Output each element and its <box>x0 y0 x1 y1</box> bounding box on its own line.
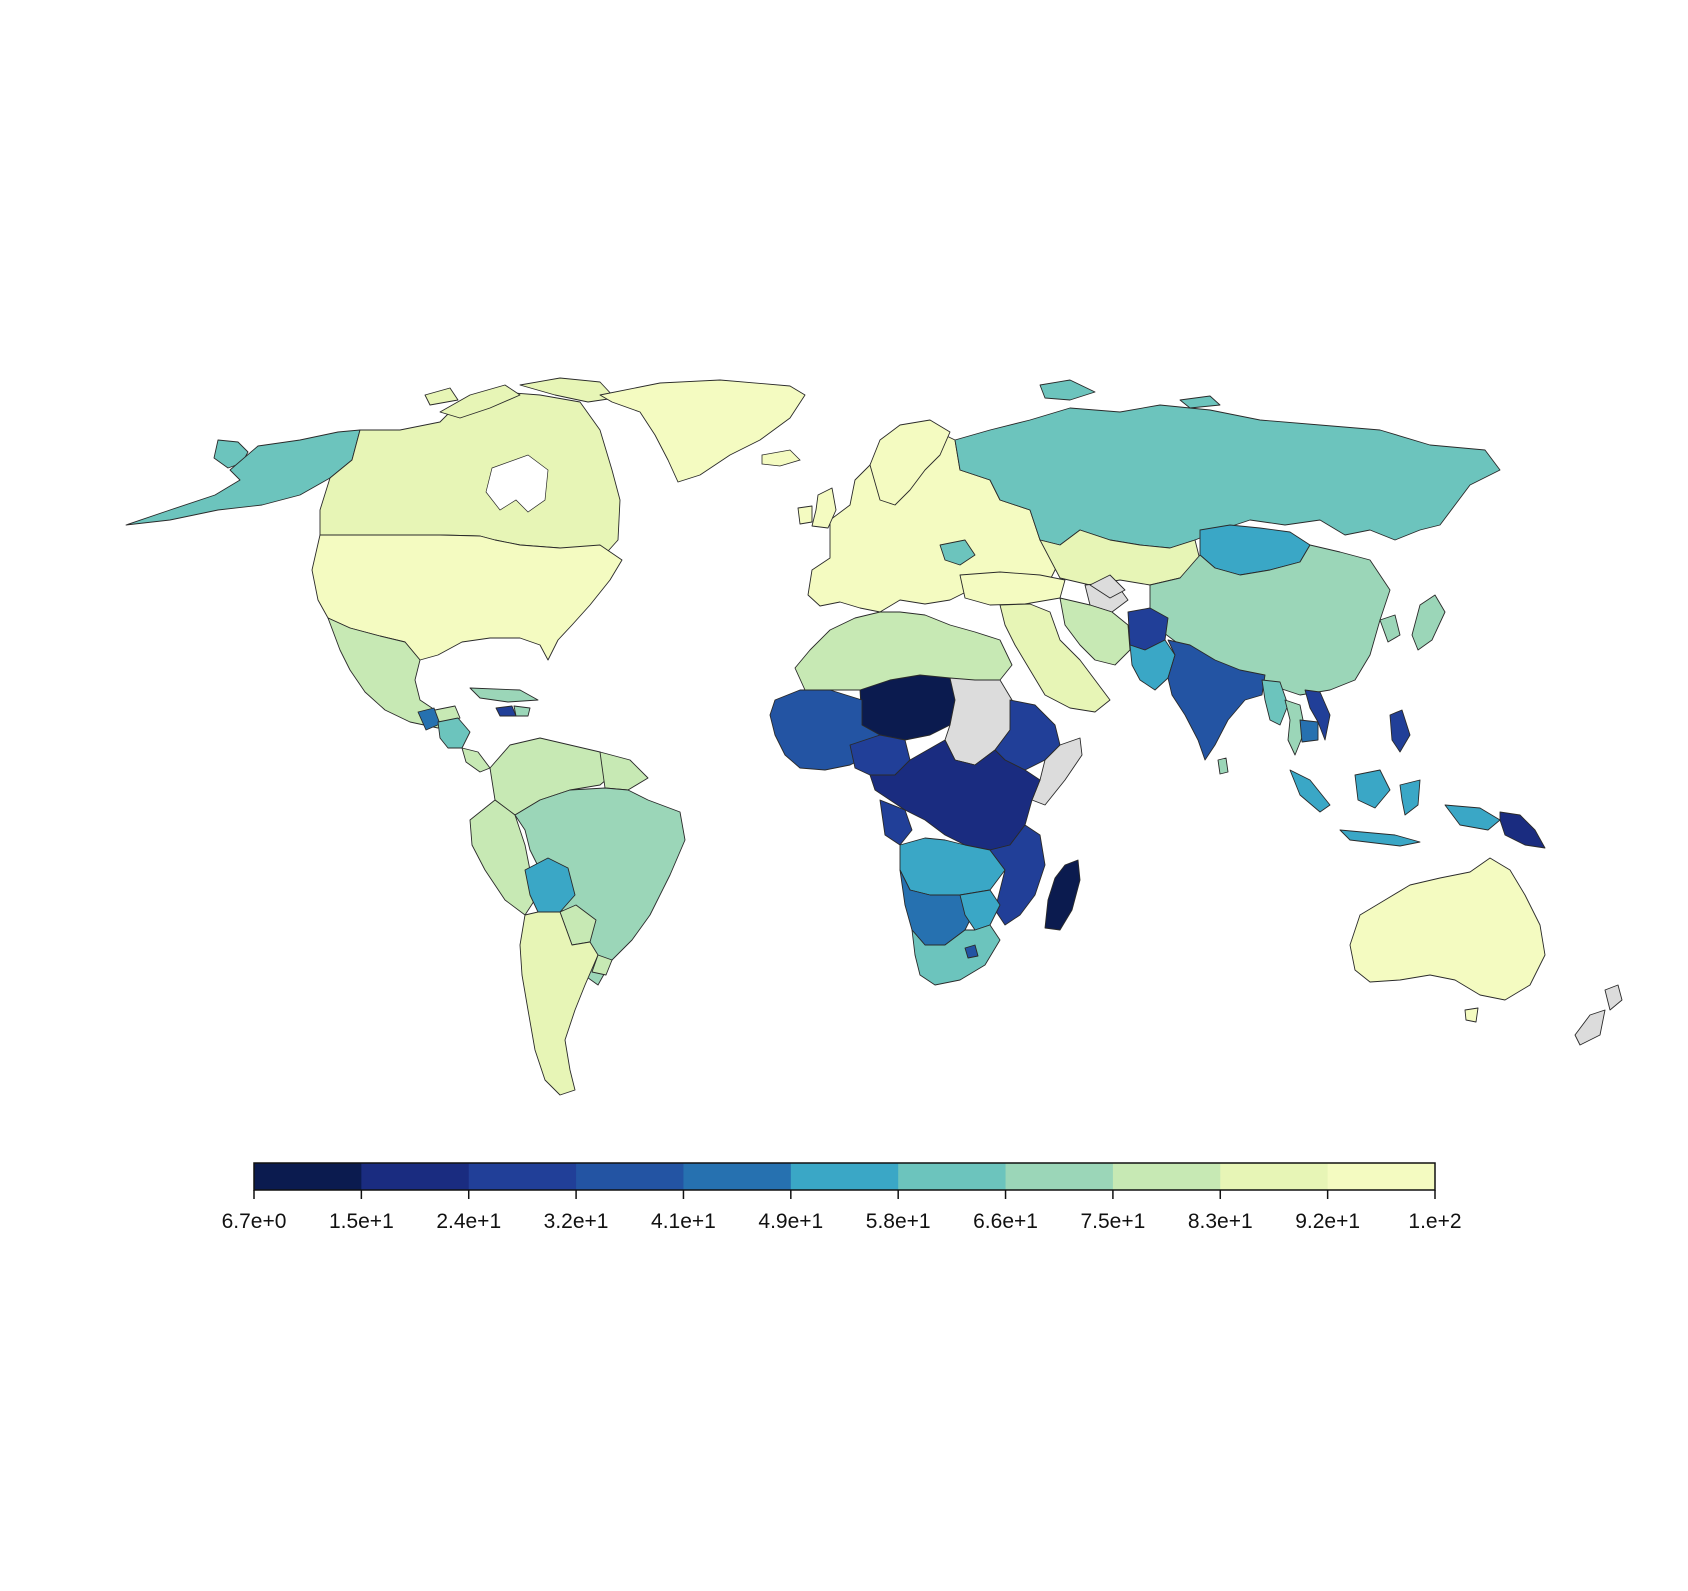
tick-label-0: 6.7e+0 <box>222 1210 287 1233</box>
region-indonesia-java <box>1339 829 1421 847</box>
region-indonesia-sulawesi <box>1399 779 1421 816</box>
tick-label-9: 8.3e+1 <box>1188 1210 1253 1233</box>
colorbar-swatch-10 <box>1327 1163 1436 1190</box>
hudson-bay <box>485 454 549 513</box>
region-scandinavia <box>869 419 951 506</box>
region-ireland <box>797 505 813 525</box>
region-ukraine-area <box>939 539 976 566</box>
region-vietnam-laos <box>1304 689 1331 741</box>
tick-label-5: 4.9e+1 <box>758 1210 823 1233</box>
region-argentina-chile <box>519 911 599 1096</box>
colorbar-outline <box>253 1162 1436 1191</box>
region-indonesia-borneo <box>1354 769 1391 809</box>
region-madagascar <box>1044 859 1081 931</box>
tick-label-1: 1.5e+1 <box>329 1210 394 1233</box>
region-indonesia-sumatra <box>1289 769 1331 813</box>
iceland <box>761 449 801 467</box>
colorbar-swatch-1 <box>361 1163 470 1190</box>
region-australia <box>1349 857 1546 1001</box>
colorbar-swatch-7 <box>1005 1163 1114 1190</box>
region-haiti <box>495 705 517 717</box>
region-lesotho <box>964 944 979 959</box>
region-middle-east <box>999 603 1111 713</box>
tick-label-4: 4.1e+1 <box>651 1210 716 1233</box>
colorbar-swatch-2 <box>468 1163 577 1190</box>
region-caucasus-nodata <box>1089 574 1126 599</box>
region-india <box>1167 639 1266 761</box>
region-gabon-congo <box>879 799 913 846</box>
region-new-zealand <box>1574 984 1623 1046</box>
region-iran <box>1059 597 1131 666</box>
tick-label-8: 7.5e+1 <box>1080 1210 1145 1233</box>
region-korea <box>1379 614 1401 643</box>
region-indonesia-papua <box>1444 804 1501 831</box>
region-central-africa <box>869 739 1041 851</box>
region-uruguay <box>591 954 613 976</box>
tick-label-11: 1.e+2 <box>1408 1210 1461 1233</box>
region-papua-new-guinea <box>1499 811 1546 849</box>
colorbar-swatch-3 <box>576 1163 684 1190</box>
region-uk <box>811 487 837 529</box>
region-myanmar <box>1261 679 1289 726</box>
colorbar-swatch-0 <box>254 1163 362 1190</box>
region-central-america-south <box>461 747 491 773</box>
tick-label-2: 2.4e+1 <box>436 1210 501 1233</box>
region-philippines <box>1389 709 1411 753</box>
region-mozambique-tanzania <box>989 824 1046 926</box>
region-cambodia <box>1299 719 1319 743</box>
region-east-africa-horn <box>994 699 1061 771</box>
region-balkans-turkey <box>959 571 1066 606</box>
colorbar-swatch-9 <box>1220 1163 1329 1190</box>
region-mexico <box>327 617 461 729</box>
region-bolivia <box>524 857 576 913</box>
tick-label-3: 3.2e+1 <box>544 1210 609 1233</box>
region-sri-lanka <box>1217 757 1229 775</box>
region-greenland <box>599 379 806 483</box>
colorbar-swatch-6 <box>898 1163 1007 1190</box>
region-honduras <box>437 717 471 749</box>
region-russia-arctic-islands <box>1039 379 1221 409</box>
region-tasmania <box>1464 1007 1479 1023</box>
colorbar-swatch-4 <box>683 1163 792 1190</box>
colorbar-legend: 6.7e+0 1.5e+1 2.4e+1 3.2e+1 4.1e+1 4.9e+… <box>222 1162 1462 1233</box>
colorbar-swatches <box>254 1163 1436 1190</box>
region-south-africa <box>911 924 1001 986</box>
tick-label-6: 5.8e+1 <box>866 1210 931 1233</box>
region-alaska-mainland <box>125 429 361 526</box>
region-guyanas <box>599 751 649 791</box>
region-pakistan <box>1129 639 1176 691</box>
colorbar-tick-labels: 6.7e+0 1.5e+1 2.4e+1 3.2e+1 4.1e+1 4.9e+… <box>222 1210 1462 1233</box>
region-cuba <box>469 687 539 703</box>
tick-label-7: 6.6e+1 <box>973 1210 1038 1233</box>
region-japan <box>1411 594 1446 651</box>
region-thailand <box>1284 699 1306 756</box>
colorbar-ticks <box>253 1190 1436 1199</box>
colorbar-swatch-8 <box>1112 1163 1221 1190</box>
region-dominican <box>513 705 531 717</box>
tick-label-10: 9.2e+1 <box>1295 1210 1360 1233</box>
colorbar-swatch-5 <box>790 1163 899 1190</box>
map-regions <box>125 377 1623 1096</box>
